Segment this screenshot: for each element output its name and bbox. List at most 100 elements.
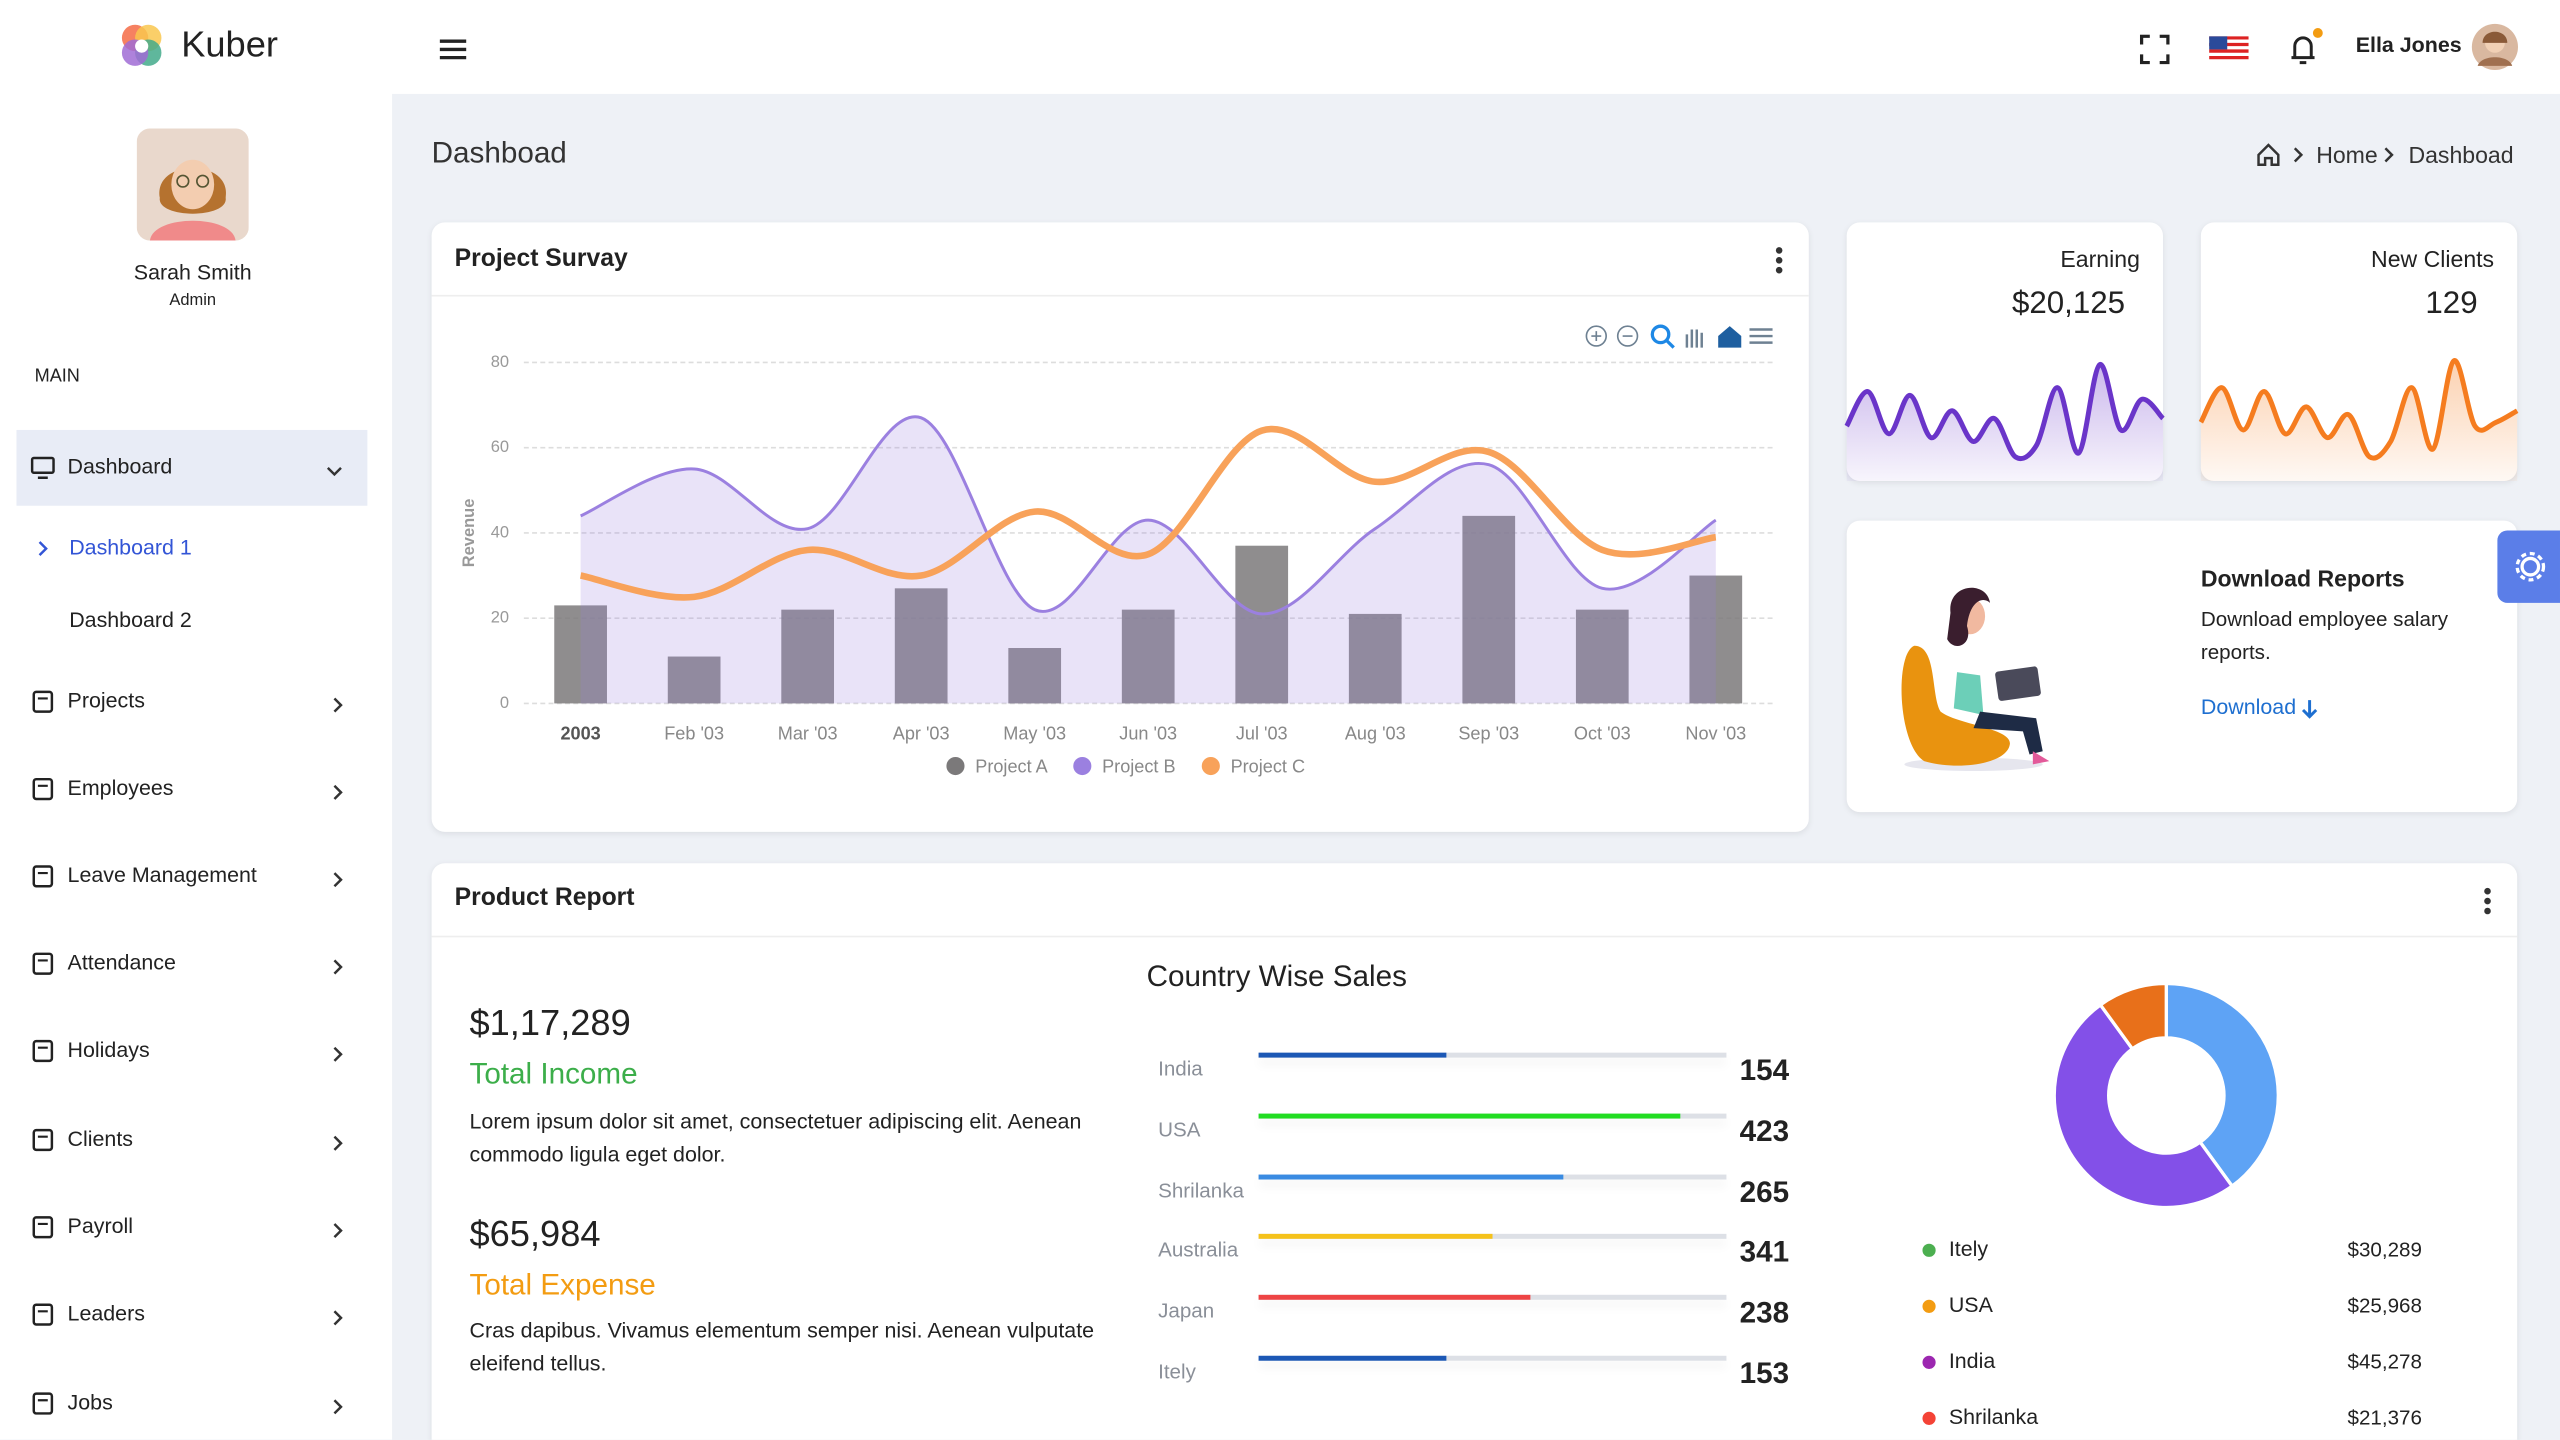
country-value: 154 [1739,1053,1790,1087]
menu-chevron[interactable] [326,463,342,479]
settings-tab[interactable] [2497,530,2560,603]
breadcrumb-item[interactable]: Home [2316,141,2378,168]
download-title: Download Reports [2200,564,2405,592]
notification-icon[interactable] [2285,28,2325,68]
country-label: Japan [1158,1299,1215,1323]
stat-value: 129 [2425,286,2478,322]
country-value: 265 [1739,1174,1790,1208]
submenu-item[interactable]: Dashboard 2 [69,607,192,632]
legend-amount: $21,376 [2347,1406,2422,1430]
menu-chevron[interactable] [329,1222,345,1239]
card-menu[interactable] [1774,245,1784,275]
download-text: Download employee salary reports. [2200,607,2449,664]
menu-icon[interactable] [30,689,56,715]
income-label: Total Income [469,1057,638,1090]
menu-item[interactable]: Employees [67,775,174,800]
menu-section: MAIN [34,366,80,387]
country-label: USA [1158,1117,1201,1141]
download-link[interactable]: Download [2200,694,2297,720]
profile-role: Admin [169,291,217,311]
brand: Kuber [181,23,278,65]
menu-icon[interactable] [30,455,56,481]
stat-title: New Clients [2371,245,2495,272]
breadcrumb-separator [2293,147,2304,163]
menu-toggle[interactable] [438,38,468,61]
divider [431,294,1809,297]
card-menu[interactable] [2483,886,2493,916]
submenu-item[interactable]: Dashboard 1 [69,534,192,560]
menu-item[interactable]: Dashboard [67,453,173,479]
country-label: Itely [1158,1360,1196,1384]
menu-chevron[interactable] [329,871,345,888]
income-amount: $1,17,289 [469,1002,631,1044]
country-value: 423 [1739,1114,1790,1148]
progress-bar [1258,1052,1446,1058]
progress-track [1258,1052,1727,1058]
expense-text: Cras dapibus. Vivamus elementum semper n… [469,1317,1095,1375]
menu-chevron[interactable] [329,1399,345,1415]
home-icon[interactable] [2255,142,2281,168]
top-bar [0,0,2560,94]
menu-item[interactable]: Holidays [67,1037,150,1062]
flag-icon[interactable] [2209,36,2249,63]
income-text: Lorem ipsum dolor sit amet, consectetuer… [469,1108,1082,1166]
progress-bar [1258,1173,1563,1179]
menu-icon[interactable] [30,1127,56,1153]
menu-icon[interactable] [30,951,56,977]
menu-chevron[interactable] [329,1135,345,1151]
user-avatar[interactable] [2471,23,2519,71]
breadcrumb-item: Dashboad [2408,141,2514,168]
expense-amount: $65,984 [469,1213,601,1255]
country-label: Australia [1158,1239,1239,1263]
country-value: 153 [1739,1356,1790,1390]
divider [431,935,2518,938]
menu-chevron[interactable] [329,784,345,800]
download-arrow[interactable] [2300,698,2320,719]
menu-item[interactable]: Projects [67,687,145,713]
legend-name: USA [1948,1292,1993,1318]
legend-amount: $30,289 [2347,1238,2422,1262]
country-value: 238 [1739,1296,1790,1330]
progress-bar [1258,1355,1446,1361]
menu-item[interactable]: Leave Management [67,862,257,888]
logo [121,24,162,66]
settings-icon[interactable] [2497,530,2560,602]
menu-icon[interactable] [30,863,56,889]
menu-icon[interactable] [30,1214,56,1240]
card-title: Project Survay [454,244,628,273]
chart-toolbar[interactable] [1583,323,1777,349]
breadcrumb-separator [2384,147,2394,163]
legend-dot [1922,1411,1936,1425]
menu-chevron[interactable] [329,1046,345,1062]
project-survey-card [431,222,1809,832]
page-title: Dashboad [431,136,567,170]
legend-name: Itely [1948,1236,1989,1262]
menu-item[interactable]: Payroll [67,1213,134,1239]
submenu-arrow [38,541,48,557]
menu-icon[interactable] [30,776,56,802]
card-title: Product Report [454,883,635,912]
menu-chevron[interactable] [329,697,345,713]
menu-item[interactable]: Clients [67,1126,134,1151]
stat-title: Earning [2060,245,2140,272]
menu-item[interactable]: Leaders [67,1300,145,1326]
menu-icon[interactable] [30,1390,56,1416]
progress-track [1258,1355,1727,1361]
menu-icon[interactable] [30,1301,56,1327]
menu-chevron[interactable] [329,959,345,975]
menu-icon[interactable] [30,1038,56,1064]
menu-chevron[interactable] [329,1310,345,1326]
menu-item[interactable]: Jobs [67,1389,113,1415]
legend-amount: $25,968 [2347,1294,2422,1318]
legend-dot [1922,1243,1936,1257]
user-name[interactable]: Ella Jones [2355,32,2462,57]
menu-item[interactable]: Attendance [67,949,176,975]
section-title: Country Wise Sales [1146,959,1407,993]
fullscreen-icon[interactable] [2139,34,2170,65]
legend-name: India [1948,1348,1996,1374]
active-menu-item[interactable] [16,429,368,506]
legend-dot [1922,1355,1936,1369]
country-value: 341 [1739,1235,1790,1269]
profile-name: Sarah Smith [133,259,252,285]
